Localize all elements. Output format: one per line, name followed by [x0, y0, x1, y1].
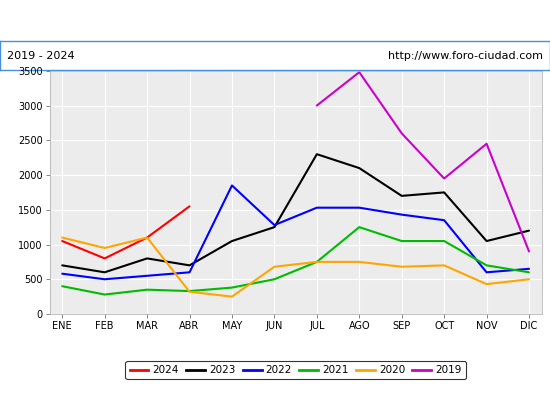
Legend: 2024, 2023, 2022, 2021, 2020, 2019: 2024, 2023, 2022, 2021, 2020, 2019 — [125, 361, 466, 379]
Text: http://www.foro-ciudad.com: http://www.foro-ciudad.com — [388, 51, 543, 61]
Text: Evolucion Nº Turistas Extranjeros en el municipio de Vilobi d'Onyar: Evolucion Nº Turistas Extranjeros en el … — [52, 14, 498, 27]
Text: 2019 - 2024: 2019 - 2024 — [7, 51, 74, 61]
